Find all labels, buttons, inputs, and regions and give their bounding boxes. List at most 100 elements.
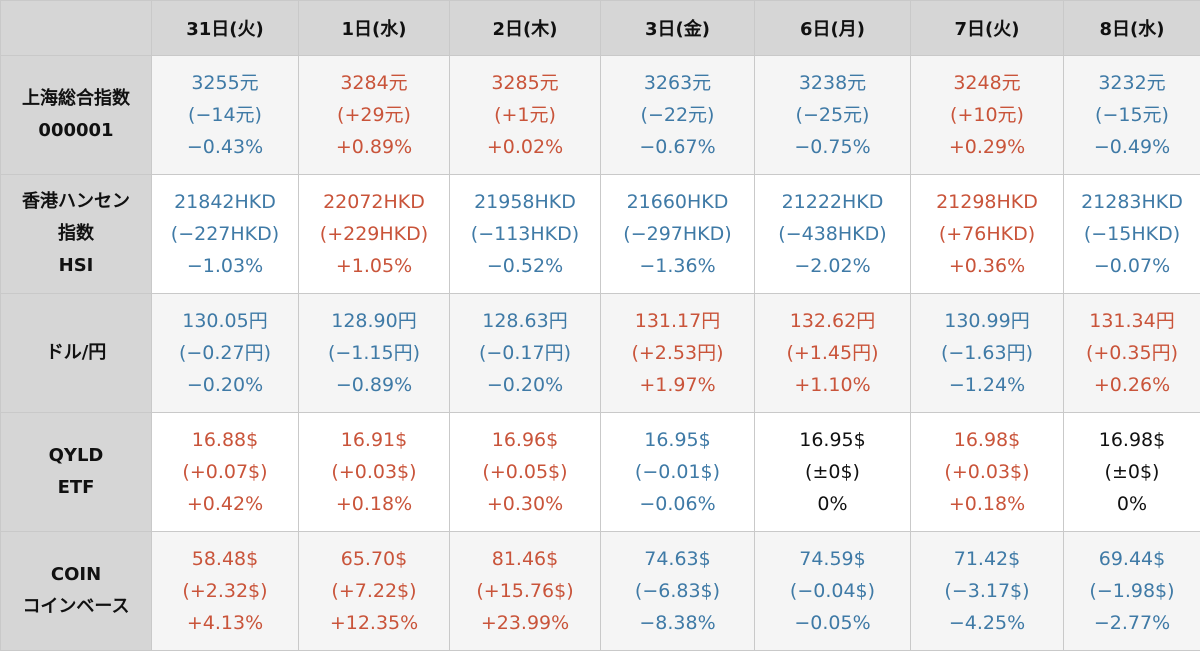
price-change: (−227HKD) [170, 223, 280, 245]
price-value: 3285元 [491, 72, 559, 94]
price-change: (−1.63円) [940, 342, 1034, 364]
table-row-coin-coinbase: COIN コインベース 58.48$ (+2.32$) +4.13% 65.70$ (+7.… [0, 531, 1200, 651]
price-value: 22072HKD [323, 191, 425, 213]
percent-change: −2.77% [1093, 612, 1171, 634]
price-cell: 16.91$ (+0.03$) +0.18% [298, 412, 450, 532]
row-label-line: COIN [50, 564, 102, 585]
percent-change: −1.24% [948, 374, 1026, 396]
price-change: (+10元) [950, 104, 1024, 126]
row-label-line: 香港ハンセン [22, 191, 130, 212]
price-change: (−15元) [1095, 104, 1169, 126]
percent-change: 0% [1116, 493, 1148, 515]
price-cell: 3284元 (+29元) +0.89% [298, 55, 450, 175]
price-value: 130.99円 [944, 310, 1030, 332]
percent-change: +0.26% [1093, 374, 1171, 396]
percent-change: −0.06% [639, 493, 716, 515]
price-value: 130.05円 [182, 310, 268, 332]
price-change: (+0.07$) [182, 461, 268, 483]
price-cell: 3263元 (−22元) −0.67% [600, 55, 755, 175]
percent-change: +0.29% [948, 136, 1026, 158]
percent-change: −0.75% [794, 136, 871, 158]
price-cell: 3232元 (−15元) −0.49% [1063, 55, 1200, 175]
row-label-line: ETF [57, 477, 95, 498]
price-value: 128.63円 [482, 310, 568, 332]
percent-change: +0.36% [948, 255, 1026, 277]
price-value: 21958HKD [474, 191, 576, 213]
price-value: 3284元 [340, 72, 408, 94]
price-change: (+76HKD) [938, 223, 1036, 245]
price-change: (+1.45円) [786, 342, 879, 364]
price-change: (+1元) [494, 104, 556, 126]
percent-change: +23.99% [480, 612, 570, 634]
row-label-line: 000001 [38, 120, 114, 141]
price-cell: 21283HKD (−15HKD) −0.07% [1063, 174, 1200, 294]
date-header: 6日(月) [754, 0, 911, 56]
price-cell: 128.90円 (−1.15円) −0.89% [298, 293, 450, 413]
percent-change: −0.05% [794, 612, 871, 634]
price-value: 81.46$ [491, 548, 559, 570]
price-value: 16.96$ [491, 429, 559, 451]
table-row-usd-jpy: ドル/円 130.05円 (−0.27円) −0.20% 128.90円 (−1.15円)… [0, 293, 1200, 413]
price-value: 21283HKD [1081, 191, 1183, 213]
price-cell: 16.95$ (−0.01$) −0.06% [600, 412, 755, 532]
price-change: (−6.83$) [634, 580, 721, 602]
price-change: (−14元) [188, 104, 262, 126]
price-change: (+229HKD) [319, 223, 429, 245]
price-value: 3232元 [1098, 72, 1166, 94]
price-cell: 3285元 (+1元) +0.02% [449, 55, 601, 175]
price-change: (−438HKD) [778, 223, 887, 245]
row-label: 香港ハンセン 指数 HSI [0, 174, 152, 294]
price-value: 74.59$ [799, 548, 866, 570]
price-value: 71.42$ [953, 548, 1021, 570]
percent-change: −0.20% [486, 374, 564, 396]
price-change: (−3.17$) [944, 580, 1030, 602]
price-value: 131.17円 [634, 310, 721, 332]
percent-change: +0.02% [486, 136, 564, 158]
price-change: (+0.03$) [331, 461, 417, 483]
price-change: (+0.35円) [1085, 342, 1179, 364]
percent-change: −4.25% [948, 612, 1026, 634]
price-change: (−0.04$) [789, 580, 876, 602]
table-row-qyld-etf: QYLD ETF 16.88$ (+0.07$) +0.42% 16.91$ (+0.03$… [0, 412, 1200, 532]
row-label: COIN コインベース [0, 531, 152, 651]
price-cell: 74.59$ (−0.04$) −0.05% [754, 531, 911, 651]
price-value: 131.34円 [1089, 310, 1175, 332]
price-value: 65.70$ [340, 548, 408, 570]
price-value: 21298HKD [936, 191, 1038, 213]
price-value: 16.98$ [1098, 429, 1166, 451]
percent-change: +4.13% [186, 612, 264, 634]
price-cell: 21842HKD (−227HKD) −1.03% [151, 174, 299, 294]
percent-change: −8.38% [639, 612, 716, 634]
price-change: (±0$) [805, 461, 860, 483]
price-change: (+2.53円) [631, 342, 724, 364]
price-cell: 131.17円 (+2.53円) +1.97% [600, 293, 755, 413]
percent-change: +0.18% [948, 493, 1026, 515]
row-label-line: HSI [58, 255, 94, 276]
price-value: 3238元 [798, 72, 867, 94]
percent-change: +1.10% [794, 374, 871, 396]
price-value: 16.88$ [191, 429, 259, 451]
price-change: (+7.22$) [331, 580, 417, 602]
price-value: 16.98$ [953, 429, 1021, 451]
header-row: 31日(火) 1日(水) 2日(木) 3日(金) 6日(月) 7日(火) 8日(… [0, 0, 1200, 56]
price-value: 128.90円 [331, 310, 417, 332]
date-header: 7日(火) [910, 0, 1064, 56]
price-value: 58.48$ [191, 548, 259, 570]
price-cell: 128.63円 (−0.17円) −0.20% [449, 293, 601, 413]
corner-cell [0, 0, 152, 56]
date-header: 1日(水) [298, 0, 450, 56]
price-cell: 21660HKD (−297HKD) −1.36% [600, 174, 755, 294]
price-change: (−0.01$) [634, 461, 721, 483]
price-cell: 3238元 (−25元) −0.75% [754, 55, 911, 175]
table-row-hang-seng: 香港ハンセン 指数 HSI 21842HKD (−227HKD) −1.03% 22072H… [0, 174, 1200, 294]
price-cell: 16.95$ (±0$) 0% [754, 412, 911, 532]
price-cell: 130.99円 (−1.63円) −1.24% [910, 293, 1064, 413]
price-change: (−1.15円) [327, 342, 421, 364]
price-value: 3248元 [953, 72, 1021, 94]
price-change: (−113HKD) [470, 223, 580, 245]
row-label: ドル/円 [0, 293, 152, 413]
percent-change: +1.05% [335, 255, 413, 277]
price-cell: 16.98$ (±0$) 0% [1063, 412, 1200, 532]
price-cell: 16.88$ (+0.07$) +0.42% [151, 412, 299, 532]
